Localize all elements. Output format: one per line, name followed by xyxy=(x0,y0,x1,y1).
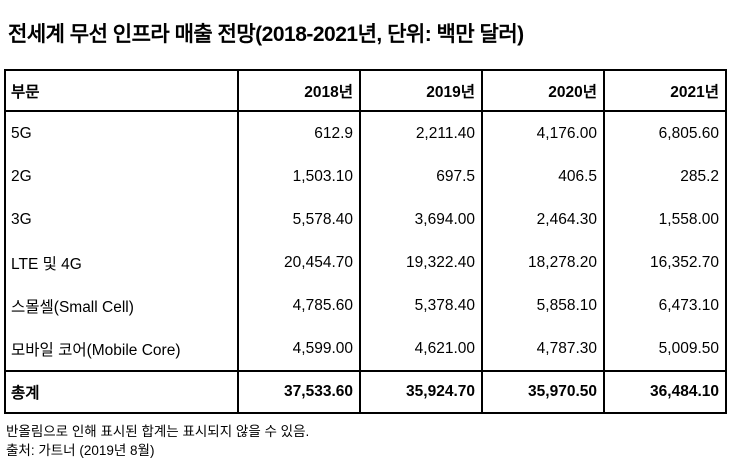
page-title: 전세계 무선 인프라 매출 전망(2018-2021년, 단위: 백만 달러) xyxy=(8,23,524,46)
cell-value: 1,503.10 xyxy=(237,155,361,198)
row-label: 3G xyxy=(4,198,239,241)
cell-value: 4,176.00 xyxy=(481,111,605,155)
table-row-2g: 2G 1,503.10 697.5 406.5 285.2 xyxy=(4,155,727,198)
cell-value: 6,805.60 xyxy=(603,111,727,155)
cell-value: 406.5 xyxy=(481,155,605,198)
table-row-5g: 5G 612.9 2,211.40 4,176.00 6,805.60 xyxy=(4,111,727,155)
cell-value: 4,599.00 xyxy=(237,327,361,371)
total-value: 37,533.60 xyxy=(237,370,361,414)
footnotes: 반올림으로 인해 표시된 합계는 표시되지 않을 수 있음. 출처: 가트너 (… xyxy=(6,422,729,460)
row-label: 2G xyxy=(4,155,239,198)
header-year-2020: 2020년 xyxy=(481,69,605,112)
total-value: 35,924.70 xyxy=(359,370,483,414)
cell-value: 612.9 xyxy=(237,111,361,155)
cell-value: 3,694.00 xyxy=(359,198,483,241)
footnote-source: 출처: 가트너 (2019년 8월) xyxy=(6,443,155,458)
cell-value: 4,621.00 xyxy=(359,327,483,371)
cell-value: 20,454.70 xyxy=(237,241,361,284)
cell-value: 4,787.30 xyxy=(481,327,605,371)
header-year-2019: 2019년 xyxy=(359,69,483,112)
cell-value: 285.2 xyxy=(603,155,727,198)
total-row: 총계 37,533.60 35,924.70 35,970.50 36,484.… xyxy=(4,370,727,414)
cell-value: 6,473.10 xyxy=(603,284,727,327)
cell-value: 4,785.60 xyxy=(237,284,361,327)
table-row-small-cell: 스몰셀(Small Cell) 4,785.60 5,378.40 5,858.… xyxy=(4,284,727,327)
row-label: 스몰셀(Small Cell) xyxy=(4,284,239,327)
cell-value: 19,322.40 xyxy=(359,241,483,284)
cell-value: 1,558.00 xyxy=(603,198,727,241)
total-value: 35,970.50 xyxy=(481,370,605,414)
cell-value: 5,378.40 xyxy=(359,284,483,327)
cell-value: 18,278.20 xyxy=(481,241,605,284)
revenue-forecast-table: 부문 2018년 2019년 2020년 2021년 5G 612.9 2,21… xyxy=(4,69,727,414)
header-row: 부문 2018년 2019년 2020년 2021년 xyxy=(4,69,727,112)
row-label: 모바일 코어(Mobile Core) xyxy=(4,327,239,371)
cell-value: 697.5 xyxy=(359,155,483,198)
cell-value: 5,009.50 xyxy=(603,327,727,371)
table-row-3g: 3G 5,578.40 3,694.00 2,464.30 1,558.00 xyxy=(4,198,727,241)
cell-value: 2,211.40 xyxy=(359,111,483,155)
row-label: LTE 및 4G xyxy=(4,241,239,284)
table-row-mobile-core: 모바일 코어(Mobile Core) 4,599.00 4,621.00 4,… xyxy=(4,327,727,371)
cell-value: 16,352.70 xyxy=(603,241,727,284)
header-category: 부문 xyxy=(4,69,239,112)
total-value: 36,484.10 xyxy=(603,370,727,414)
cell-value: 5,858.10 xyxy=(481,284,605,327)
total-label: 총계 xyxy=(4,370,239,414)
row-label: 5G xyxy=(4,111,239,155)
table-row-lte-4g: LTE 및 4G 20,454.70 19,322.40 18,278.20 1… xyxy=(4,241,727,284)
cell-value: 2,464.30 xyxy=(481,198,605,241)
header-year-2018: 2018년 xyxy=(237,69,361,112)
page: 전세계 무선 인프라 매출 전망(2018-2021년, 단위: 백만 달러) … xyxy=(0,20,729,460)
footnote-rounding: 반올림으로 인해 표시된 합계는 표시되지 않을 수 있음. xyxy=(6,424,310,439)
cell-value: 5,578.40 xyxy=(237,198,361,241)
header-year-2021: 2021년 xyxy=(603,69,727,112)
